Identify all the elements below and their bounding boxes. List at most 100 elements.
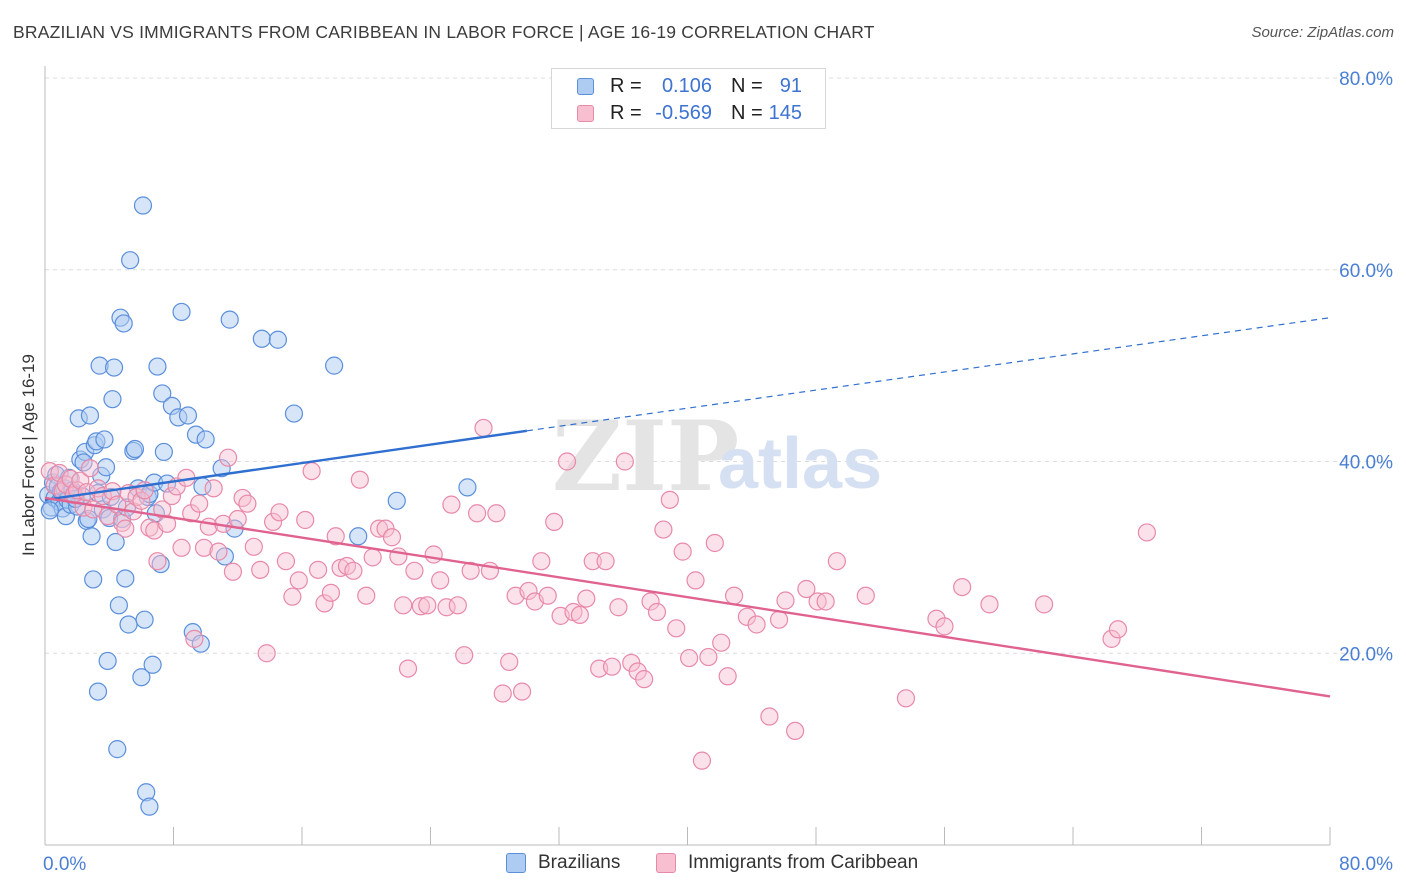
- caribbean-point: [71, 471, 90, 490]
- axes: [44, 66, 1331, 846]
- brazilian-point: [172, 302, 191, 322]
- caribbean-point: [204, 479, 223, 498]
- caribbean-point: [289, 571, 308, 590]
- caribbean-point: [827, 552, 846, 571]
- caribbean-point: [350, 470, 369, 489]
- caribbean-point: [718, 667, 737, 686]
- caribbean-point: [705, 533, 724, 553]
- caribbean-point: [467, 504, 487, 523]
- r-value: -0.569: [655, 102, 712, 124]
- n-value: 91: [779, 75, 802, 97]
- brazilian-points: [39, 196, 477, 816]
- trend-lines: [44, 317, 1331, 698]
- caribbean-point: [1108, 620, 1128, 639]
- caribbean-point: [680, 648, 699, 668]
- caribbean-point: [538, 586, 557, 605]
- caribbean-point: [980, 595, 999, 614]
- caribbean-point: [370, 519, 389, 538]
- stats-legend: R = 0.106 N = 91 R = -0.569 N = 145: [551, 68, 826, 129]
- caribbean-point: [609, 598, 628, 617]
- caribbean-point: [673, 542, 692, 561]
- caribbean-point: [692, 751, 712, 770]
- caribbean-point: [816, 592, 835, 611]
- watermark: ZIP atlas: [552, 400, 882, 513]
- caribbean-point: [357, 586, 376, 605]
- caribbean-point: [244, 537, 263, 556]
- caribbean-point: [461, 561, 480, 580]
- caribbean-point: [641, 592, 660, 611]
- caribbean-point: [1102, 629, 1121, 648]
- r-value: 0.106: [661, 75, 712, 97]
- watermark-zip: ZIP: [552, 400, 739, 513]
- caribbean-point: [194, 538, 214, 557]
- brazilian-point: [79, 509, 98, 529]
- stats-row-brazilians: R = 0.106 N = 91: [552, 74, 825, 100]
- caribbean-point: [1137, 523, 1156, 542]
- caribbean-point: [157, 514, 177, 533]
- caribbean-point: [228, 509, 247, 529]
- brazilian-point: [88, 682, 108, 701]
- caribbean-point: [602, 657, 622, 676]
- brazilian-point: [143, 655, 162, 674]
- brazilian-point: [458, 478, 477, 497]
- caribbean-point: [190, 494, 209, 513]
- caribbean-point: [238, 494, 257, 513]
- brazilian-point: [252, 329, 271, 348]
- brazilian-trend-line: [44, 429, 528, 502]
- brazilian-point: [153, 384, 172, 403]
- brazilian-point: [109, 596, 128, 615]
- brazilian-point: [116, 569, 135, 588]
- brazilian-point: [140, 797, 159, 816]
- tick-labels: 20.0% 40.0% 60.0% 80.0% 0.0% 80.0%: [43, 69, 1393, 875]
- brazilian-point: [154, 442, 173, 462]
- caribbean-point: [382, 528, 402, 547]
- caribbean-point: [596, 552, 615, 571]
- brazilian-point: [121, 251, 140, 270]
- caribbean-point: [474, 418, 493, 438]
- y-tick-label: 40.0%: [1339, 453, 1393, 474]
- caribbean-point: [219, 448, 238, 467]
- caribbean-point: [493, 684, 512, 703]
- caribbean-point: [148, 552, 167, 571]
- caribbean-point: [570, 605, 589, 625]
- caribbean-point: [455, 646, 474, 665]
- caribbean-point: [776, 591, 795, 610]
- legend-label: Brazilians: [538, 852, 621, 873]
- caribbean-point: [712, 633, 731, 652]
- chart-title: BRAZILIAN VS IMMIGRANTS FROM CARIBBEAN I…: [13, 22, 875, 42]
- caribbean-point: [760, 707, 779, 726]
- caribbean-point: [50, 463, 69, 483]
- brazilian-point: [80, 406, 100, 425]
- caribbean-point: [512, 682, 532, 701]
- brazilian-point: [125, 439, 145, 459]
- caribbean-point: [162, 486, 181, 506]
- brazilian-point: [387, 491, 406, 510]
- y-axis-title: In Labor Force | Age 16-19: [19, 354, 38, 556]
- caribbean-point: [545, 512, 564, 532]
- caribbean-point: [437, 598, 456, 617]
- caribbean-point: [1034, 595, 1054, 614]
- caribbean-point: [185, 629, 204, 648]
- caribbean-point: [487, 504, 506, 523]
- n-label: N =: [731, 75, 763, 97]
- caribbean-point: [172, 538, 191, 557]
- brazilians-swatch: [577, 78, 594, 95]
- x-tick-label: 0.0%: [43, 854, 86, 875]
- r-label: R =: [610, 75, 642, 97]
- caribbean-point: [686, 571, 705, 590]
- brazilian-point: [95, 430, 114, 449]
- legend-label: Immigrants from Caribbean: [688, 852, 919, 873]
- caribbean-point: [223, 562, 243, 581]
- caribbean-point: [519, 581, 538, 601]
- caribbean-point: [276, 552, 296, 571]
- brazilian-point: [106, 532, 125, 552]
- caribbean-point: [667, 619, 686, 638]
- brazilian-point: [108, 740, 127, 759]
- brazilian-point: [96, 458, 116, 477]
- caribbean-point: [654, 520, 673, 539]
- caribbean-point: [116, 519, 135, 538]
- caribbean-point: [80, 459, 100, 478]
- caribbean-point: [418, 596, 437, 615]
- caribbean-trend-line: [44, 496, 1331, 698]
- n-value: 145: [768, 102, 802, 124]
